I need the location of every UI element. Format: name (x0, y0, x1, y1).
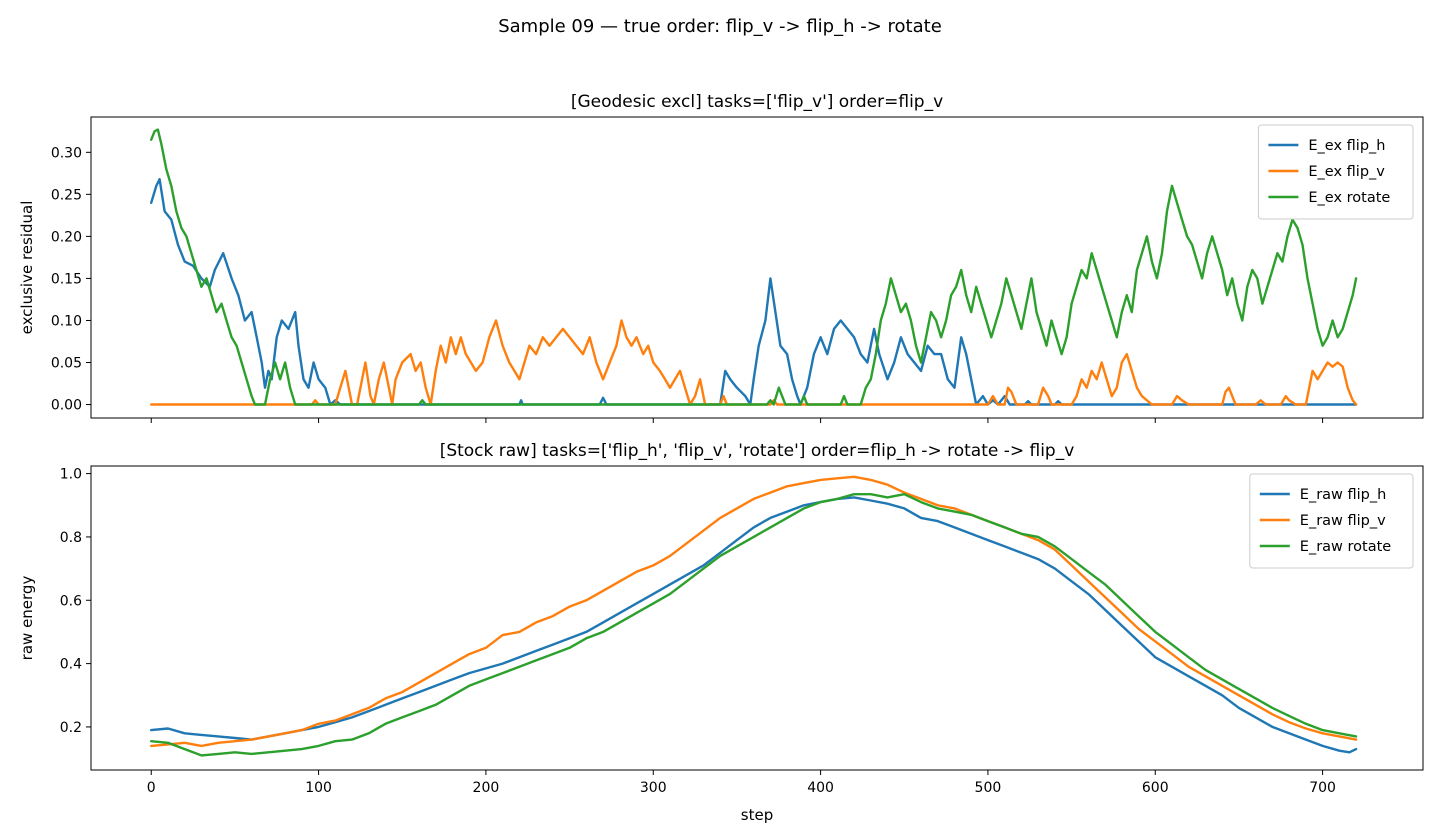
y-tick-label: 0.10 (51, 313, 82, 329)
subplot-title: [Geodesic excl] tasks=['flip_v'] order=f… (571, 92, 943, 112)
y-axis-label: exclusive residual (18, 201, 36, 335)
y-tick-label: 0.20 (51, 229, 82, 245)
series-line-E-raw-flip-h (150, 496, 1358, 754)
axes-frame (90, 465, 1424, 771)
legend-label: E_raw flip_h (1300, 487, 1387, 503)
series-line-E-raw-flip-v (150, 475, 1358, 748)
series-line-E-ex-flip-h (150, 178, 1358, 406)
subplot-2: [Stock raw] tasks=['flip_h', 'flip_v', '… (18, 441, 1424, 824)
x-tick-label: 0 (147, 780, 156, 796)
x-tick-label: 500 (975, 780, 1002, 796)
subplot-title: [Stock raw] tasks=['flip_h', 'flip_v', '… (440, 441, 1075, 461)
y-tick-label: 0.8 (60, 530, 82, 546)
series-line-E-ex-rotate (150, 128, 1358, 406)
legend-box (1249, 473, 1414, 569)
y-axis-label: raw energy (18, 576, 36, 661)
x-axis-label: step (741, 806, 773, 824)
x-tick-label: 400 (807, 780, 834, 796)
x-tick-label: 700 (1309, 780, 1336, 796)
series-line-E-ex-flip-v (150, 319, 1358, 406)
legend: E_raw flip_h E_raw flip_v E_raw rotate (1249, 473, 1414, 569)
x-tick-label: 300 (640, 780, 667, 796)
subplots: [Geodesic excl] tasks=['flip_v'] order=f… (18, 92, 1424, 824)
legend: E_ex flip_h E_ex flip_v E_ex rotate (1257, 124, 1414, 220)
y-tick-label: 0.25 (51, 187, 82, 203)
y-tick-label: 0.30 (51, 145, 82, 161)
y-tick-label: 0.4 (60, 657, 82, 673)
y-tick-label: 0.6 (60, 593, 82, 609)
y-tick-label: 0.2 (60, 720, 82, 736)
series-lines (150, 475, 1358, 757)
legend-label: E_ex rotate (1308, 190, 1390, 206)
legend-label: E_ex flip_h (1308, 138, 1385, 154)
x-tick-label: 100 (305, 780, 332, 796)
x-tick-label: 200 (473, 780, 500, 796)
legend-label: E_raw rotate (1300, 539, 1391, 555)
series-line-E-raw-rotate (150, 493, 1358, 757)
legend-box (1257, 124, 1414, 220)
axes-frame (90, 116, 1424, 419)
y-tick-label: 0.05 (51, 356, 82, 372)
y-tick-label: 1.0 (60, 467, 82, 483)
series-lines (150, 128, 1358, 406)
legend-label: E_raw flip_v (1300, 513, 1386, 529)
y-tick-label: 0.00 (51, 398, 82, 414)
legend-label: E_ex flip_v (1308, 164, 1385, 180)
figure-suptitle: Sample 09 — true order: flip_v -> flip_h… (498, 16, 942, 37)
subplot-1: [Geodesic excl] tasks=['flip_v'] order=f… (18, 92, 1424, 423)
y-tick-label: 0.15 (51, 271, 82, 287)
x-tick-label: 600 (1142, 780, 1169, 796)
